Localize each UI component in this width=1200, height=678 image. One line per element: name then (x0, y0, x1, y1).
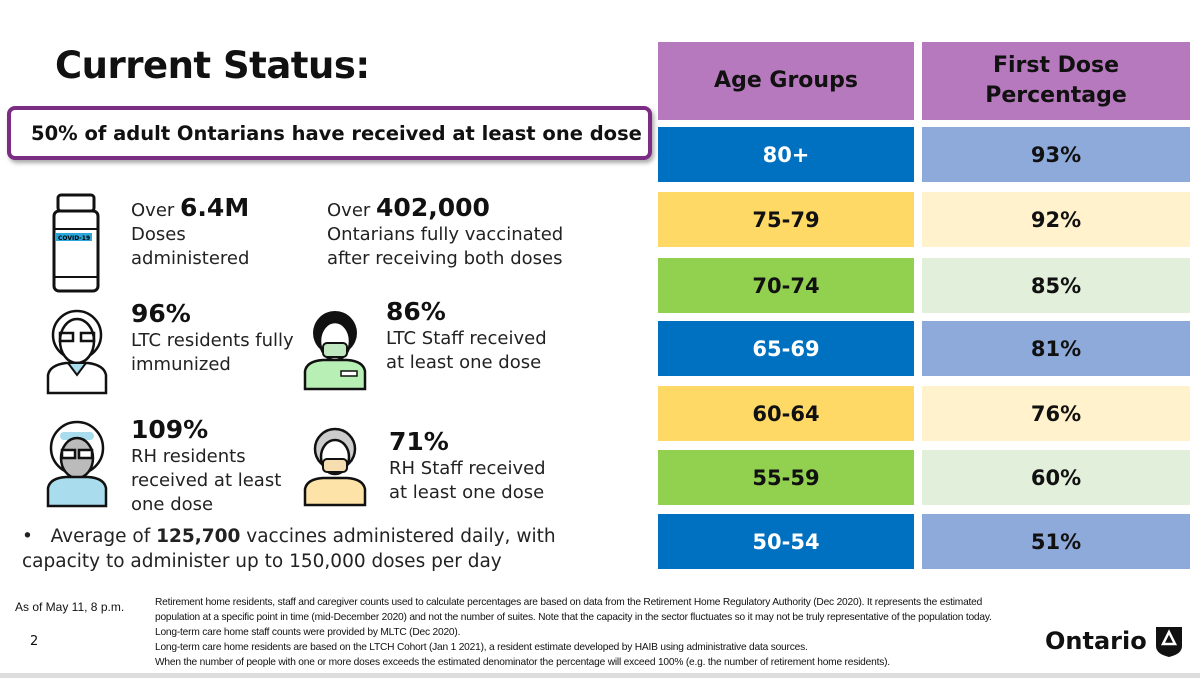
header-first-dose: First Dose Percentage (922, 42, 1190, 120)
trillium-icon (1155, 627, 1182, 657)
vaccine-vial-icon: COVID-19 (52, 193, 100, 293)
age-group-cell: 65-69 (658, 321, 914, 376)
page-number: 2 (30, 634, 39, 649)
age-group-cell: 55-59 (658, 450, 914, 505)
footnote: When the number of people with one or mo… (155, 657, 890, 668)
headline-banner: 50% of adult Ontarians have received at … (7, 106, 652, 160)
footnote: Long-term care home residents are based … (155, 642, 808, 653)
header-age-groups: Age Groups (658, 42, 914, 120)
first-dose-cell: 93% (922, 127, 1190, 182)
age-group-cell: 70-74 (658, 258, 914, 313)
logo-text: Ontario (1045, 627, 1147, 655)
footnotes: Retirement home residents, staff and car… (155, 595, 1005, 670)
stat-rh-residents: 109% RH residents received at least one d… (131, 415, 282, 515)
first-dose-cell: 81% (922, 321, 1190, 376)
age-group-cell: 60-64 (658, 386, 914, 441)
daily-average-bullet: • Average of 125,700 vaccines administer… (22, 526, 556, 572)
elderly-woman-icon (46, 420, 108, 508)
age-group-cell: 50-54 (658, 514, 914, 569)
stat-doses: Over 6.4M Doses administered (131, 193, 250, 269)
ontario-logo: Ontario (1045, 624, 1185, 658)
page-title: Current Status: (55, 44, 370, 87)
stat-rh-staff: 71% RH Staff received at least one dose (389, 427, 546, 503)
first-dose-cell: 92% (922, 192, 1190, 247)
first-dose-cell: 51% (922, 514, 1190, 569)
first-dose-cell: 76% (922, 386, 1190, 441)
bottom-rule (0, 673, 1200, 678)
as-of-date: As of May 11, 8 p.m. (15, 600, 125, 614)
staff-person-icon (303, 427, 367, 507)
footnote: Retirement home residents, staff and car… (155, 597, 992, 638)
stat-ltc-staff: 86% LTC Staff received at least one dose (386, 297, 547, 373)
elderly-man-icon (46, 309, 108, 395)
stat-ltc-residents: 96% LTC residents fully immunized (131, 299, 294, 375)
nurse-icon (303, 311, 367, 391)
age-group-cell: 80+ (658, 127, 914, 182)
first-dose-cell: 60% (922, 450, 1190, 505)
vial-label: COVID-19 (58, 235, 90, 242)
first-dose-cell: 85% (922, 258, 1190, 313)
stat-fully-vaccinated: Over 402,000 Ontarians fully vaccinated a… (327, 193, 564, 269)
age-group-cell: 75-79 (658, 192, 914, 247)
